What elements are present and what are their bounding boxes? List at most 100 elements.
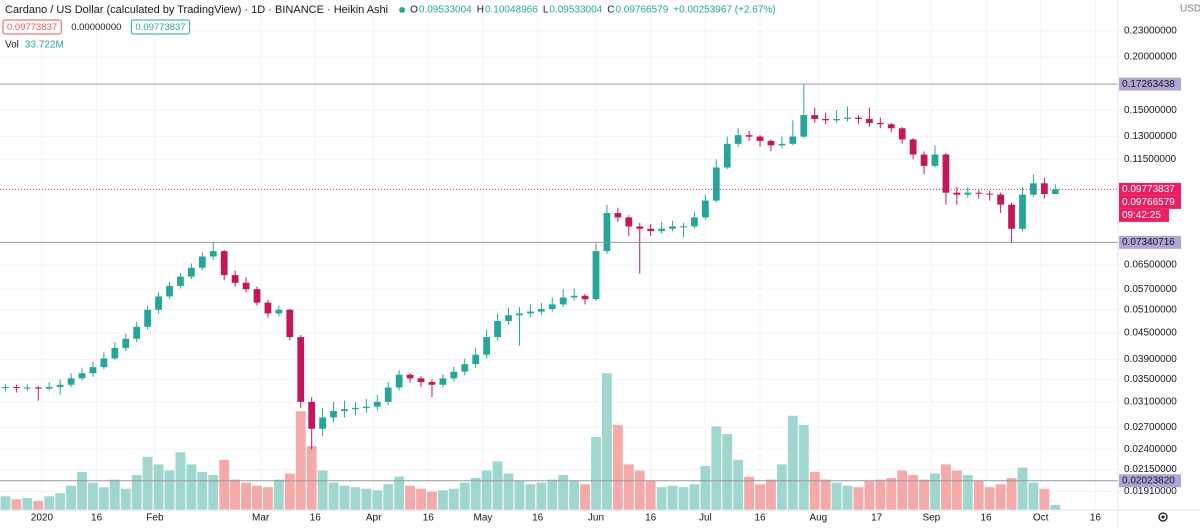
candle-body: [253, 289, 261, 303]
candle-body: [67, 378, 75, 385]
settings-icon[interactable]: [1158, 512, 1168, 522]
x-tick-label: Jul: [699, 513, 712, 524]
x-tick-label: May: [474, 513, 493, 524]
volume-bar: [569, 481, 580, 510]
candle-body: [603, 213, 611, 252]
candle-body: [778, 143, 786, 146]
candle-body: [133, 326, 141, 339]
candle-body: [209, 251, 217, 257]
candle-body: [319, 417, 326, 429]
volume-bar: [470, 478, 481, 510]
price-label-box: [1119, 77, 1181, 91]
volume-bar: [273, 479, 284, 510]
volume-bar: [66, 485, 77, 510]
candle-body: [800, 115, 808, 137]
candle-body: [352, 407, 359, 410]
ohlc-value: 0.09766579: [615, 5, 668, 16]
candle-body: [264, 302, 272, 314]
candle-body: [942, 154, 950, 193]
candle-body: [548, 304, 556, 310]
volume-bar: [711, 426, 722, 510]
candle-body: [34, 387, 42, 389]
candle-body: [297, 337, 305, 402]
price-label-box: [1119, 182, 1181, 196]
volume-bar: [536, 482, 547, 510]
y-tick-label: 0.02400000: [1124, 444, 1177, 455]
candle-body: [986, 193, 994, 195]
candle-body: [330, 411, 337, 418]
volume-bar: [514, 481, 525, 510]
gear-center[interactable]: [1161, 515, 1165, 519]
candle-body: [680, 226, 687, 228]
volume-bar: [142, 456, 153, 510]
volume-bar: [941, 464, 951, 510]
gear[interactable]: [1158, 512, 1168, 522]
candle-body: [428, 382, 436, 385]
y-tick-label: 0.05100000: [1124, 304, 1177, 315]
volume-bar: [1006, 478, 1017, 510]
volume-bar: [383, 484, 394, 510]
candle-body: [362, 406, 370, 408]
candle-body: [745, 135, 753, 137]
x-tick-label: 16: [310, 513, 322, 524]
y-tick-label: 0.02700000: [1124, 422, 1177, 433]
candle-body: [931, 154, 939, 166]
y-tick-label: 0.02150000: [1124, 464, 1177, 475]
volume-bar: [1039, 488, 1050, 510]
candle-body: [723, 143, 731, 168]
candle-body: [505, 315, 512, 321]
countdown-box: [1119, 208, 1169, 222]
ohlc-value: 0.09533004: [549, 5, 602, 16]
quote-value: 0.00000000: [71, 22, 121, 33]
volume-bar: [394, 476, 405, 510]
candle-body: [1019, 194, 1026, 229]
candle-body: [472, 354, 480, 365]
candle-body: [997, 194, 1005, 205]
volume-bar: [405, 485, 416, 510]
candle-body: [417, 378, 425, 383]
candle-body: [887, 124, 895, 129]
ohlc-label: C: [607, 5, 614, 16]
y-tick-label: 0.04500000: [1124, 328, 1177, 339]
volume-bar: [328, 482, 339, 510]
x-tick-label: 16: [1090, 513, 1102, 524]
y-tick-label: 0.01910000: [1124, 486, 1177, 497]
quote-value: 0.09773837: [135, 22, 185, 33]
candle-body: [275, 309, 283, 314]
candle-body: [789, 136, 797, 144]
candle-body: [461, 364, 469, 372]
candle-body: [23, 387, 31, 389]
quote-box: [67, 20, 126, 34]
volume-bar: [689, 484, 700, 510]
volume-bar: [284, 473, 295, 510]
candle-body: [220, 251, 228, 276]
volume-bar: [109, 479, 120, 510]
volume-bar: [919, 479, 929, 510]
candle-body: [712, 167, 720, 201]
x-tick-label: 16: [532, 513, 544, 524]
candle-body: [122, 338, 130, 348]
volume-bar: [22, 497, 33, 510]
volume-bar: [252, 485, 262, 510]
candle-body: [1051, 189, 1059, 195]
volume-bar: [1017, 467, 1028, 510]
volume-bar: [164, 470, 175, 510]
candle-body: [187, 267, 195, 277]
volume-bar: [241, 482, 251, 510]
volume-title: Vol: [5, 40, 19, 51]
ohlc-label: L: [543, 5, 549, 16]
volume-bar: [339, 485, 350, 510]
volume-bar: [678, 487, 689, 510]
candle-body: [341, 409, 348, 412]
candle-body: [866, 118, 873, 123]
y-tick-label: 0.03100000: [1124, 396, 1177, 407]
volume-bar: [372, 490, 383, 510]
candle-body: [406, 374, 414, 379]
volume-bar: [1050, 504, 1061, 510]
volume-bar: [853, 487, 864, 510]
candle-body: [647, 228, 655, 232]
volume-bar: [55, 493, 66, 510]
chart-title: Cardano / US Dollar (calculated by Tradi…: [5, 4, 388, 16]
